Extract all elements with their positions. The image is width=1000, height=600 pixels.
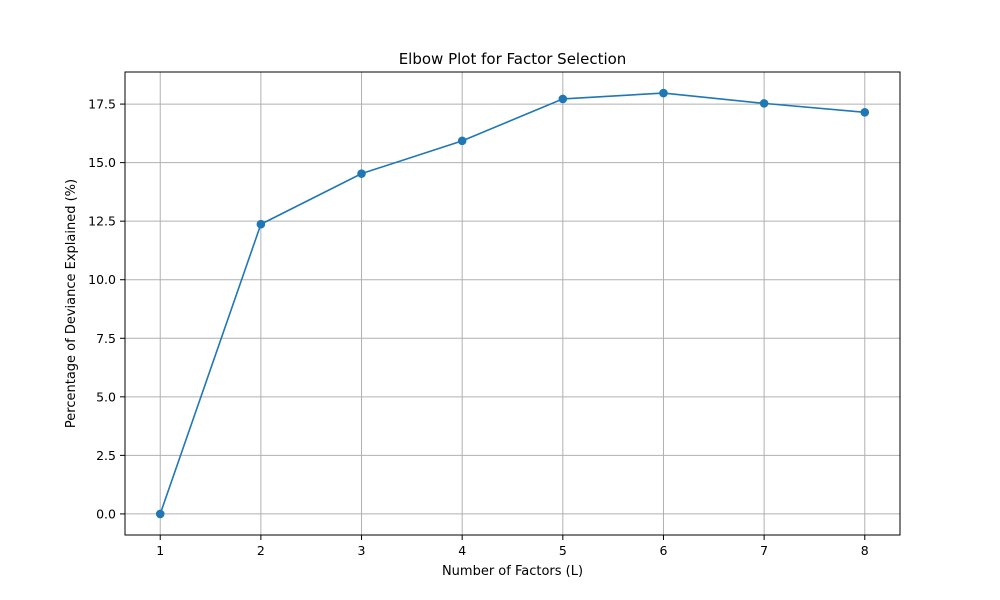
data-point bbox=[155, 509, 165, 519]
axes-layer bbox=[124, 71, 901, 536]
y-tick-label: 15.0 bbox=[88, 155, 116, 170]
grid-layer bbox=[125, 72, 900, 535]
y-tick-label: 12.5 bbox=[88, 214, 116, 229]
chart-title: Elbow Plot for Factor Selection bbox=[399, 50, 627, 68]
y-tick-label: 7.5 bbox=[96, 331, 116, 346]
plot-frame bbox=[124, 71, 901, 536]
x-tick-label: 5 bbox=[559, 543, 567, 558]
x-tick-label: 3 bbox=[358, 543, 366, 558]
data-point bbox=[759, 99, 769, 108]
y-axis-title: Percentage of Deviance Explained (%) bbox=[64, 179, 79, 428]
series-layer bbox=[155, 88, 870, 519]
y-tick-label: 0.0 bbox=[96, 506, 116, 521]
series-line bbox=[159, 92, 865, 515]
data-point bbox=[860, 107, 870, 117]
y-tick-label: 5.0 bbox=[96, 389, 116, 404]
x-tick-label: 1 bbox=[156, 543, 164, 558]
y-tick-label: 2.5 bbox=[96, 448, 116, 463]
data-point bbox=[558, 94, 568, 104]
x-tick-label: 8 bbox=[861, 543, 869, 558]
x-tick-label: 7 bbox=[760, 543, 768, 558]
x-tick-label: 4 bbox=[458, 543, 466, 558]
data-point bbox=[659, 88, 668, 98]
x-axis-title: Number of Factors (L) bbox=[442, 564, 583, 579]
y-tick-label: 17.5 bbox=[88, 97, 116, 112]
data-point bbox=[457, 136, 467, 146]
x-tick-label: 6 bbox=[659, 543, 667, 558]
y-tick-label: 10.0 bbox=[88, 272, 116, 287]
x-tick-label: 2 bbox=[257, 543, 265, 558]
tick-layer: 1 2 3 4 5 6 7 8 0.0 2.5 5.0 7.5 10.0 12.5 15.0 17.5 bbox=[88, 97, 869, 558]
data-point bbox=[256, 219, 266, 229]
data-point bbox=[357, 169, 366, 178]
